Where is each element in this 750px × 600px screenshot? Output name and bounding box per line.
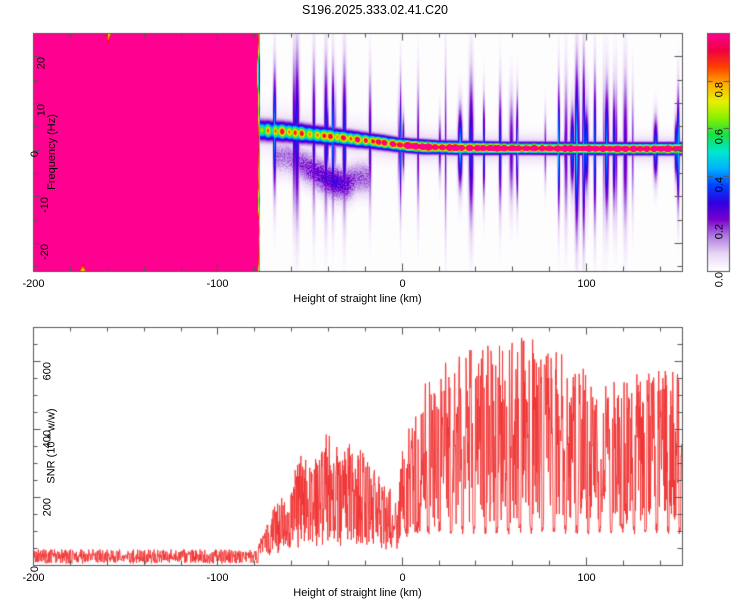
snr-ytick-0: 0 — [29, 565, 42, 572]
spectrogram-ytick-0: 0 — [29, 150, 42, 157]
spectrogram-ytick-10: 10 — [35, 103, 48, 116]
spectrogram-x-axis-label: Height of straight line (km) — [293, 293, 422, 305]
snr-ytick-600: 600 — [41, 361, 54, 380]
snr-x-axis-label: Height of straight line (km) — [293, 587, 422, 599]
colorbar-tick-0.6: 0.6 — [713, 128, 726, 144]
snr-xtick--100: -100 — [206, 572, 229, 584]
spectrogram-xtick-0: 0 — [399, 278, 406, 290]
spectrogram-y-axis-label: Frequency (Hz) — [45, 114, 58, 190]
snr-xtick-100: 100 — [577, 572, 596, 584]
colorbar-tick-0.8: 0.8 — [713, 81, 726, 97]
spectrogram-xtick--200: -200 — [22, 278, 45, 290]
colorbar-tick-0.0: 0.0 — [713, 271, 726, 287]
spectrogram-xtick--100: -100 — [206, 278, 229, 290]
snr-xtick-0: 0 — [399, 572, 406, 584]
colorbar-tick-0.2: 0.2 — [713, 223, 726, 239]
spectrogram-ytick--20: -20 — [38, 243, 51, 260]
snr-xtick--200: -200 — [22, 572, 45, 584]
snr-ytick-400: 400 — [41, 429, 54, 448]
snr-ytick-200: 200 — [41, 497, 54, 516]
spectrogram-ytick-20: 20 — [35, 56, 48, 69]
spectrogram-ytick--10: -10 — [38, 196, 51, 213]
spectrogram-xtick-100: 100 — [577, 278, 596, 290]
colorbar-tick-0.4: 0.4 — [713, 176, 726, 192]
